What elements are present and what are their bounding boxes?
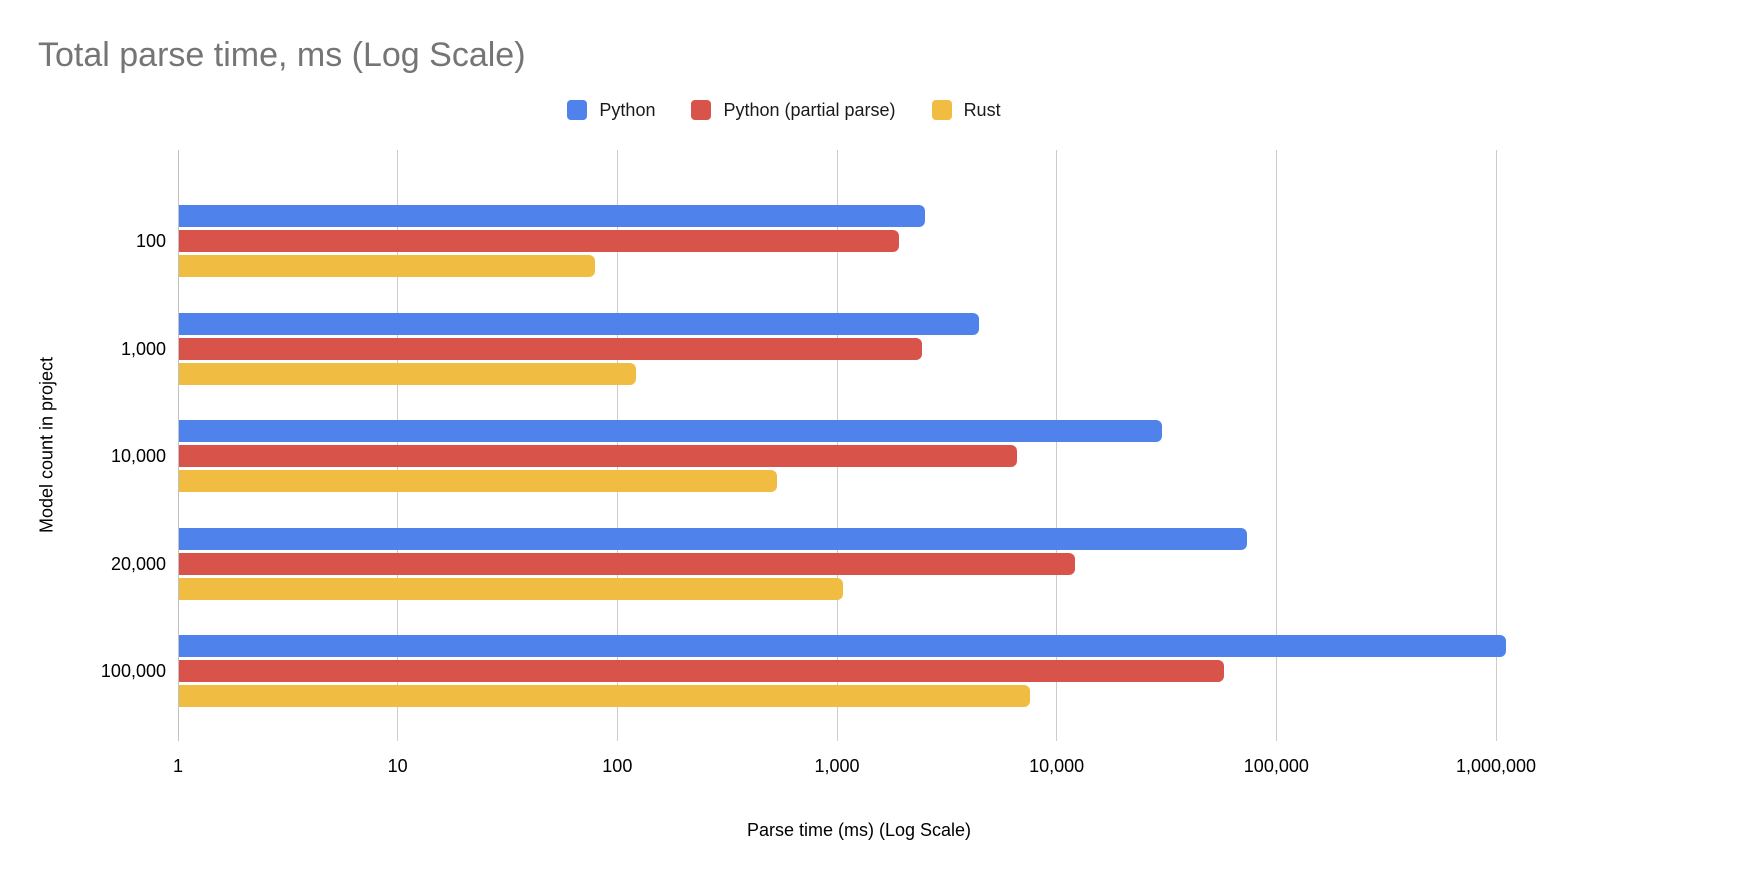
bar-rust-100-000 [179,685,1031,707]
bar-python-100 [179,205,926,227]
legend-swatch-rust-icon [931,100,952,120]
y-category-label-100: 100 [135,231,166,251]
y-category-label-100-000: 100,000 [100,661,166,681]
gridline-10000 [1056,150,1058,741]
legend: Python Python (partial parse) Rust [178,97,1390,123]
x-tick-label-1: 1 [172,756,183,776]
gridline-1 [177,150,179,741]
plot-area [177,150,1540,741]
x-tick-label-10000: 10,000 [1029,756,1085,776]
bar-python-partial-parse-100 [179,230,900,252]
y-category-label-20-000: 20,000 [110,553,166,574]
x-tick-label-10: 10 [387,756,408,776]
bar-rust-10-000 [179,470,778,492]
bar-rust-1-000 [179,362,636,385]
y-category-label-1-000: 1,000 [120,338,166,359]
x-tick-label-1000: 1,000 [814,756,860,776]
legend-label-python-partial-parse: Python (partial parse) [723,99,896,120]
x-axis-title: Parse time (ms) (Log Scale) [746,820,972,840]
legend-swatch-python-partial-parse-icon [691,100,712,120]
x-tick-label-1000000: 1,000,000 [1455,756,1537,776]
gridline-1000000 [1495,150,1497,741]
chart-title: Total parse time, ms (Log Scale) [38,36,526,74]
bar-rust-100 [179,255,595,277]
bar-python-10-000 [179,420,1163,442]
bar-python-100-000 [179,635,1507,657]
gridline-100000 [1275,150,1277,741]
legend-swatch-python-icon [567,100,588,120]
bar-python-20-000 [179,527,1248,550]
bar-rust-20-000 [179,577,843,600]
x-tick-label-100: 100 [602,756,633,776]
bar-python-partial-parse-10-000 [179,445,1017,467]
y-category-label-10-000: 10,000 [110,446,166,466]
legend-label-python: Python [599,99,656,120]
legend-item-rust: Rust [931,99,1001,121]
legend-item-python-partial-parse: Python (partial parse) [691,99,896,121]
legend-item-python: Python [567,100,655,121]
bar-python-partial-parse-20-000 [179,552,1076,575]
bar-python-partial-parse-1-000 [179,337,922,360]
bar-python-partial-parse-100-000 [179,660,1224,682]
legend-label-rust: Rust [963,99,1001,120]
bar-python-1-000 [179,312,980,335]
x-tick-label-100000: 100,000 [1243,756,1309,776]
